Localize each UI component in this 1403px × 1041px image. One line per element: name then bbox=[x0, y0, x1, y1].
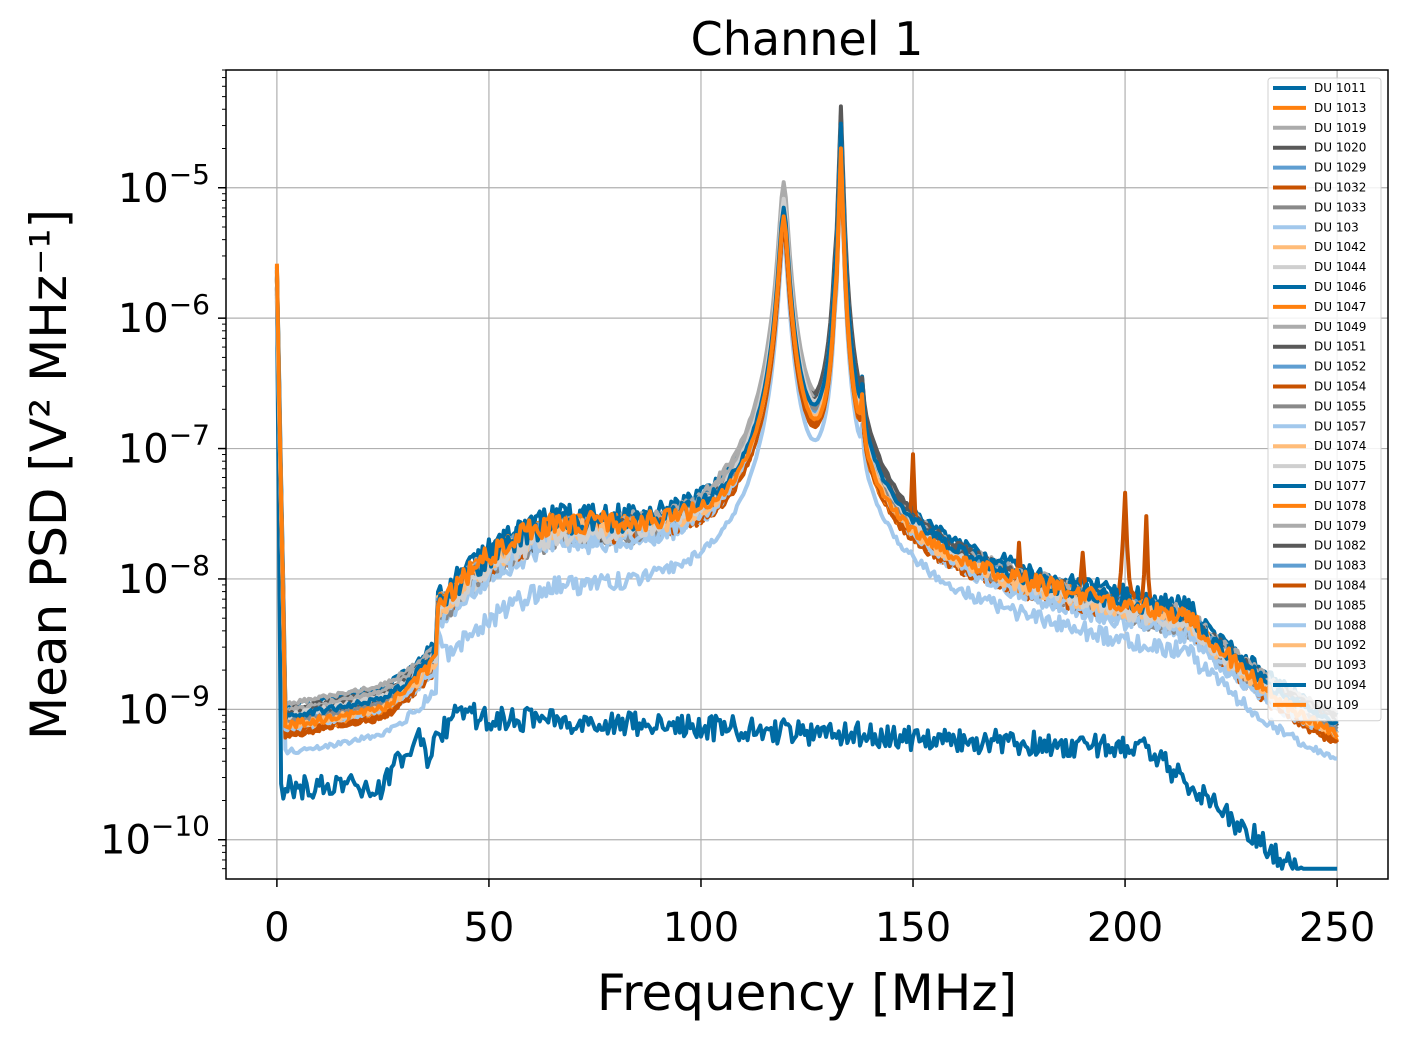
legend-entry-label: DU 1044 bbox=[1314, 260, 1366, 274]
x-tick-label: 150 bbox=[875, 905, 951, 951]
legend-entry-label: DU 1029 bbox=[1314, 161, 1366, 175]
legend-entry-label: DU 1075 bbox=[1314, 459, 1366, 473]
legend-entry-label: DU 1013 bbox=[1314, 101, 1366, 115]
series-line-du-1094 bbox=[274, 121, 1339, 726]
legend-entry-label: DU 1077 bbox=[1314, 479, 1366, 493]
axis-ticks: 0 50 100 150 200 250 10−10 10−9 10−8 10−7 10−6 10−5 bbox=[100, 69, 1375, 951]
y-axis-label: Mean PSD [V² MHz⁻¹] bbox=[20, 209, 78, 740]
legend-entry-label: DU 1055 bbox=[1314, 399, 1366, 413]
x-tick-label: 0 bbox=[264, 905, 289, 951]
legend-entry-label: DU 109 bbox=[1314, 698, 1359, 712]
legend-entry-label: DU 1047 bbox=[1314, 300, 1366, 314]
y-tick-label: 10−10 bbox=[100, 810, 210, 864]
plot-frame bbox=[225, 69, 1389, 880]
legend-entry-label: DU 1057 bbox=[1314, 419, 1366, 433]
x-axis-label: Frequency [MHz] bbox=[597, 964, 1017, 1022]
legend-entry-label: DU 103 bbox=[1314, 220, 1359, 234]
x-tick-label: 200 bbox=[1087, 905, 1163, 951]
chart-title: Channel 1 bbox=[691, 12, 924, 66]
legend-box bbox=[1267, 77, 1382, 722]
y-tick-label: 10−9 bbox=[118, 679, 210, 733]
x-tick-label: 250 bbox=[1299, 905, 1375, 951]
series-line-du-103 bbox=[274, 162, 1338, 761]
legend-entry-label: DU 1052 bbox=[1314, 360, 1366, 374]
legend-entry-label: DU 1033 bbox=[1314, 200, 1366, 214]
series-line-du-1077 bbox=[274, 297, 1338, 871]
legend-entry-label: DU 1042 bbox=[1314, 240, 1366, 254]
legend-entry-label: DU 1084 bbox=[1314, 579, 1366, 593]
legend-entry-label: DU 1088 bbox=[1314, 618, 1366, 632]
legend-entry-label: DU 1082 bbox=[1314, 539, 1366, 553]
y-tick-label: 10−8 bbox=[118, 549, 210, 603]
legend-entry-label: DU 1085 bbox=[1314, 598, 1366, 612]
legend-entry-label: DU 1092 bbox=[1314, 638, 1366, 652]
x-tick-label: 100 bbox=[663, 905, 739, 951]
legend-entry-label: DU 1094 bbox=[1314, 678, 1366, 692]
legend-entry-label: DU 1032 bbox=[1314, 181, 1366, 195]
legend: DU 1011 DU 1013 DU 1019 DU 1020 DU 1029 DU 10… bbox=[1267, 77, 1382, 722]
legend-entry-label: DU 1046 bbox=[1314, 280, 1366, 294]
legend-entry-label: DU 1049 bbox=[1314, 320, 1366, 334]
legend-entry-label: DU 1019 bbox=[1314, 121, 1366, 135]
legend-entry-label: DU 1051 bbox=[1314, 340, 1366, 354]
x-tick-label: 50 bbox=[463, 905, 514, 951]
y-tick-label: 10−6 bbox=[118, 288, 210, 342]
series-lines bbox=[274, 104, 1339, 871]
y-tick-label: 10−5 bbox=[118, 158, 210, 212]
legend-entry-label: DU 1011 bbox=[1314, 81, 1366, 95]
legend-entry-label: DU 1093 bbox=[1314, 658, 1366, 672]
legend-entry-label: DU 1083 bbox=[1314, 559, 1366, 573]
legend-entry-label: DU 1078 bbox=[1314, 499, 1366, 513]
series-line-du-109 bbox=[274, 146, 1339, 739]
y-tick-label: 10−7 bbox=[118, 419, 210, 473]
legend-entry-label: DU 1079 bbox=[1314, 519, 1366, 533]
legend-entry-label: DU 1074 bbox=[1314, 439, 1366, 453]
legend-entry-label: DU 1020 bbox=[1314, 141, 1366, 155]
legend-entry-label: DU 1054 bbox=[1314, 380, 1366, 394]
